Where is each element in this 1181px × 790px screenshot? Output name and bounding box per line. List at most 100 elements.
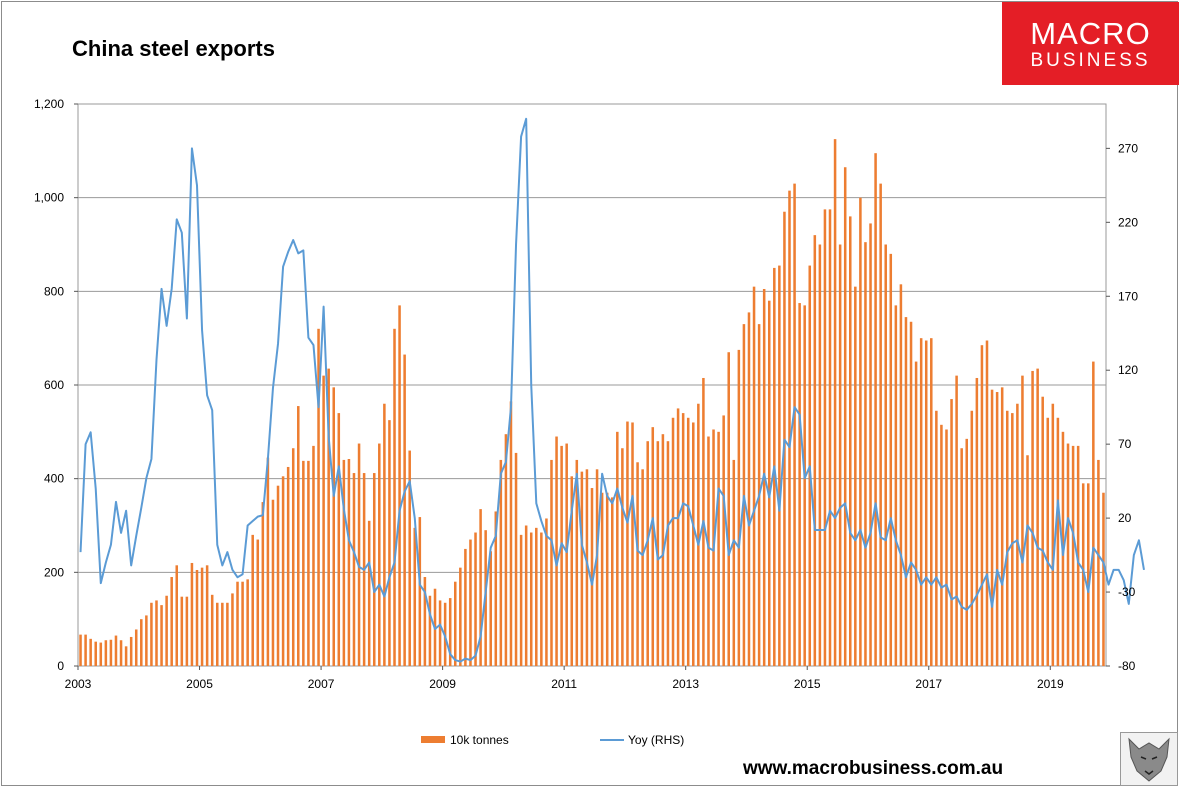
bar (408, 450, 411, 666)
bar (529, 532, 533, 666)
x-tick-label: 2007 (308, 677, 335, 691)
bar (747, 312, 751, 666)
bar (134, 629, 138, 666)
bar (241, 581, 244, 666)
bar (605, 492, 609, 666)
legend-label-bars: 10k tonnes (450, 733, 509, 747)
bar (180, 596, 184, 666)
bar (342, 459, 346, 666)
bar (737, 349, 741, 667)
bar (200, 567, 204, 666)
bar (281, 476, 285, 666)
bar (378, 443, 381, 666)
bar (79, 634, 82, 666)
bar (580, 471, 584, 666)
bar (393, 328, 396, 666)
y-right-tick-label: 20 (1118, 511, 1132, 525)
bar (519, 534, 523, 666)
bar (1071, 445, 1075, 666)
bar (499, 459, 503, 666)
x-tick-label: 2015 (794, 677, 821, 691)
y-right-tick-label: -30 (1118, 585, 1136, 599)
bar (175, 565, 179, 666)
bar (332, 387, 335, 666)
bar (686, 417, 690, 666)
bar (995, 392, 999, 666)
bar (909, 321, 913, 666)
y-right-tick-label: 70 (1118, 437, 1132, 451)
bar (494, 511, 498, 666)
y-left-tick-label: 200 (44, 565, 64, 579)
bar (600, 492, 604, 666)
bar (535, 527, 538, 666)
bar (418, 517, 422, 666)
bar (914, 361, 918, 666)
bar (990, 389, 994, 666)
bar (1011, 413, 1014, 666)
bar (1026, 455, 1029, 666)
bar (165, 595, 168, 666)
bar (104, 640, 108, 666)
bar (960, 448, 963, 666)
bar (626, 421, 629, 666)
bar (575, 459, 579, 666)
bar (155, 600, 158, 666)
bar (924, 340, 928, 666)
bar (372, 473, 376, 666)
y-right-tick-label: 120 (1118, 363, 1138, 377)
bar (1102, 492, 1105, 666)
bar (448, 598, 452, 666)
bar (524, 525, 528, 666)
x-tick-label: 2019 (1037, 677, 1064, 691)
bar (843, 167, 847, 667)
bar (383, 403, 386, 666)
bar (823, 209, 827, 667)
bar (464, 548, 467, 666)
bar (818, 244, 822, 666)
bar (1092, 361, 1095, 666)
bar (1076, 445, 1080, 666)
yoy-line (79, 117, 1145, 663)
bar (904, 317, 908, 666)
bar (1021, 375, 1024, 666)
bar (874, 153, 877, 666)
bar (869, 223, 872, 666)
bar (504, 434, 508, 666)
y-right-tick-label: -80 (1118, 659, 1136, 673)
bar (722, 415, 725, 666)
bar (651, 427, 655, 666)
bar (707, 436, 710, 666)
bar (1005, 410, 1009, 666)
bar (899, 284, 903, 666)
bar (727, 352, 730, 666)
bar (767, 300, 771, 666)
bar (413, 527, 417, 666)
bar (970, 410, 974, 666)
bar (1097, 459, 1100, 666)
bar (864, 242, 867, 666)
x-tick-label: 2011 (551, 677, 577, 691)
y-left-tick-label: 1,000 (34, 191, 64, 205)
bar (94, 641, 97, 666)
bar (980, 345, 984, 666)
bar (879, 183, 882, 666)
bar (205, 565, 209, 666)
bar (919, 338, 923, 666)
bar-series-10k-tonnes (79, 139, 1105, 667)
bar (337, 413, 341, 666)
bar (692, 422, 695, 666)
bar (236, 581, 239, 666)
bar (347, 459, 351, 666)
bar (109, 639, 113, 666)
bar (246, 579, 249, 666)
axes: 0 200 400 600 800 1,000 1,200 -80 -30 20 70 120 170 2… (34, 97, 1138, 691)
y-right-tick-label: 170 (1118, 289, 1138, 303)
y-left-tick-label: 0 (57, 659, 64, 673)
bar (428, 595, 432, 666)
bar (140, 619, 143, 666)
y-left-tick-label: 800 (44, 284, 64, 298)
bar (610, 497, 614, 666)
bar (119, 640, 123, 666)
bar (985, 340, 989, 666)
